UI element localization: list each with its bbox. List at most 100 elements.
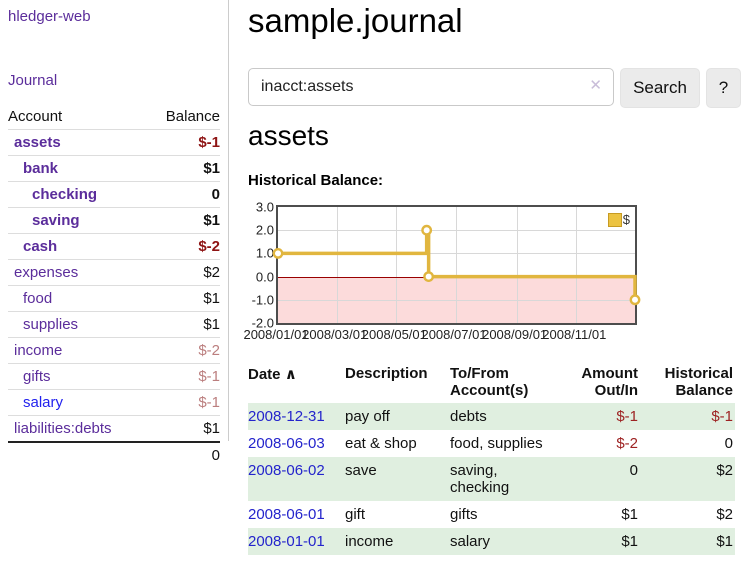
- sidebar-divider: [228, 0, 229, 441]
- data-point-marker[interactable]: [629, 294, 641, 306]
- accounts-table: Account Balance assets $-1 bank $1 checking 0…: [8, 104, 220, 468]
- chart-plot: $: [272, 205, 641, 325]
- account-row: assets $-1: [8, 129, 220, 156]
- y-tick-label: 1.0: [255, 245, 274, 261]
- transaction-date-link[interactable]: 2008-06-02: [248, 462, 325, 479]
- account-name-cell: gifts: [8, 363, 148, 390]
- help-button[interactable]: ?: [706, 68, 741, 108]
- register-row: 2008-01-01 income salary $1 $1: [248, 528, 735, 555]
- sidebar-item-journal[interactable]: Journal: [8, 72, 58, 89]
- y-tick-label: 0.0: [255, 269, 274, 285]
- sort-ascending-icon[interactable]: ∧: [284, 366, 297, 383]
- account-balance: $1: [147, 155, 220, 182]
- search-bar: ✕ Search ?: [248, 68, 741, 108]
- account-row: cash $-2: [8, 233, 220, 260]
- search-button[interactable]: Search: [620, 68, 700, 108]
- register-header-description: Description: [345, 365, 428, 382]
- x-tick-label: 2008/01/01: [243, 327, 309, 342]
- transaction-accounts: debts: [450, 408, 487, 425]
- transaction-amount: $-2: [616, 435, 638, 452]
- balance-line-chart: [272, 224, 641, 306]
- data-point-marker[interactable]: [272, 248, 284, 259]
- account-name-cell: supplies: [8, 311, 148, 338]
- app-title-link[interactable]: hledger-web: [8, 8, 91, 25]
- x-axis-labels: 2008/01/01 2008/03/01 2008/05/01 2008/07/01…: [243, 327, 635, 343]
- account-name-cell: food: [8, 285, 148, 312]
- account-link-checking[interactable]: checking: [32, 186, 98, 203]
- account-row: salary $-1: [8, 389, 220, 416]
- transaction-balance: $-1: [711, 408, 733, 425]
- account-link-salary[interactable]: salary: [23, 394, 64, 411]
- transaction-date-link[interactable]: 2008-12-31: [248, 408, 325, 425]
- data-point-marker[interactable]: [421, 224, 433, 236]
- transaction-date-cell: 2008-01-01: [248, 528, 345, 555]
- account-link-gifts[interactable]: gifts: [23, 368, 51, 385]
- account-link-supplies[interactable]: supplies: [23, 316, 79, 333]
- account-link-liabilities-debts[interactable]: liabilities:debts: [14, 420, 112, 437]
- account-balance: $-1: [147, 389, 220, 416]
- account-link-saving[interactable]: saving: [32, 212, 80, 229]
- transaction-accounts: gifts: [450, 506, 478, 523]
- x-tick-label: 2008/05/01: [361, 327, 427, 342]
- x-tick-label: 2008/11/01: [542, 327, 607, 342]
- v-gridline: [336, 207, 338, 323]
- account-name-cell: checking: [8, 181, 148, 208]
- search-field-wrap: ✕: [248, 68, 614, 106]
- transaction-date-cell: 2008-06-03: [248, 430, 345, 457]
- account-name-cell: salary: [8, 389, 148, 416]
- register-row: 2008-06-02 save saving, checking 0 $2: [248, 457, 735, 501]
- account-row: food $1: [8, 285, 220, 312]
- register-table: Date ∧ Description To/From Account(s) Amoun…: [248, 363, 735, 555]
- v-gridline: [576, 207, 578, 323]
- transaction-date-cell: 2008-06-02: [248, 457, 345, 501]
- account-balance: $2: [147, 259, 220, 286]
- transaction-date-cell: 2008-12-31: [248, 403, 345, 430]
- legend-label: $: [622, 212, 630, 227]
- accounts-header-account: Account: [8, 108, 63, 125]
- register-header-date[interactable]: Date ∧: [248, 366, 297, 383]
- account-balance: $-2: [147, 233, 220, 260]
- register-header-historical-balance: Historical Balance: [664, 365, 733, 399]
- y-tick-label: -1.0: [251, 292, 274, 308]
- y-axis-labels: 3.0 2.0 1.0 0.0 -1.0 -2.0: [248, 200, 274, 331]
- account-balance: $1: [147, 285, 220, 312]
- account-row: expenses $2: [8, 259, 220, 286]
- register-row: 2008-06-03 eat & shop food, supplies $-2 0: [248, 430, 735, 457]
- data-point-marker[interactable]: [423, 271, 435, 283]
- transaction-date-cell: 2008-06-01: [248, 501, 345, 528]
- transaction-description: eat & shop: [345, 435, 417, 452]
- transaction-description: gift: [345, 506, 366, 523]
- transaction-balance: $1: [716, 533, 733, 550]
- transaction-accounts: food, supplies: [450, 435, 543, 452]
- account-link-cash[interactable]: cash: [23, 238, 58, 255]
- account-link-income[interactable]: income: [14, 342, 63, 359]
- account-balance: 0: [147, 181, 220, 208]
- transaction-balance: $2: [716, 462, 733, 479]
- transaction-amount: $1: [621, 506, 638, 523]
- register-table-body: 2008-12-31 pay off debts $-1 $-1 2008-06-03 ea…: [248, 403, 735, 555]
- account-link-food[interactable]: food: [23, 290, 53, 307]
- transaction-date-link[interactable]: 2008-06-03: [248, 435, 325, 452]
- account-link-assets[interactable]: assets: [14, 134, 61, 151]
- account-row: bank $1: [8, 155, 220, 182]
- account-link-bank[interactable]: bank: [23, 160, 59, 177]
- account-name-cell: saving: [8, 207, 148, 234]
- transaction-amount: $1: [621, 533, 638, 550]
- transaction-accounts: saving, checking: [450, 462, 510, 496]
- clear-search-icon[interactable]: ✕: [589, 77, 602, 94]
- account-name-cell: income: [8, 337, 148, 364]
- accounts-header-balance: Balance: [165, 108, 220, 125]
- transaction-date-link[interactable]: 2008-01-01: [248, 533, 325, 550]
- y-tick-label: 2.0: [255, 222, 274, 238]
- account-heading: assets: [248, 120, 329, 151]
- account-balance: $1: [147, 415, 220, 442]
- account-balance: $-1: [147, 129, 220, 156]
- search-input[interactable]: [248, 68, 614, 106]
- transaction-date-link[interactable]: 2008-06-01: [248, 506, 325, 523]
- chart-heading: Historical Balance:: [248, 172, 384, 189]
- series-line: [278, 228, 637, 300]
- account-row: supplies $1: [8, 311, 220, 338]
- account-row: income $-2: [8, 337, 220, 364]
- register-header-row: Date ∧ Description To/From Account(s) Amoun…: [248, 363, 735, 403]
- account-link-expenses[interactable]: expenses: [14, 264, 79, 281]
